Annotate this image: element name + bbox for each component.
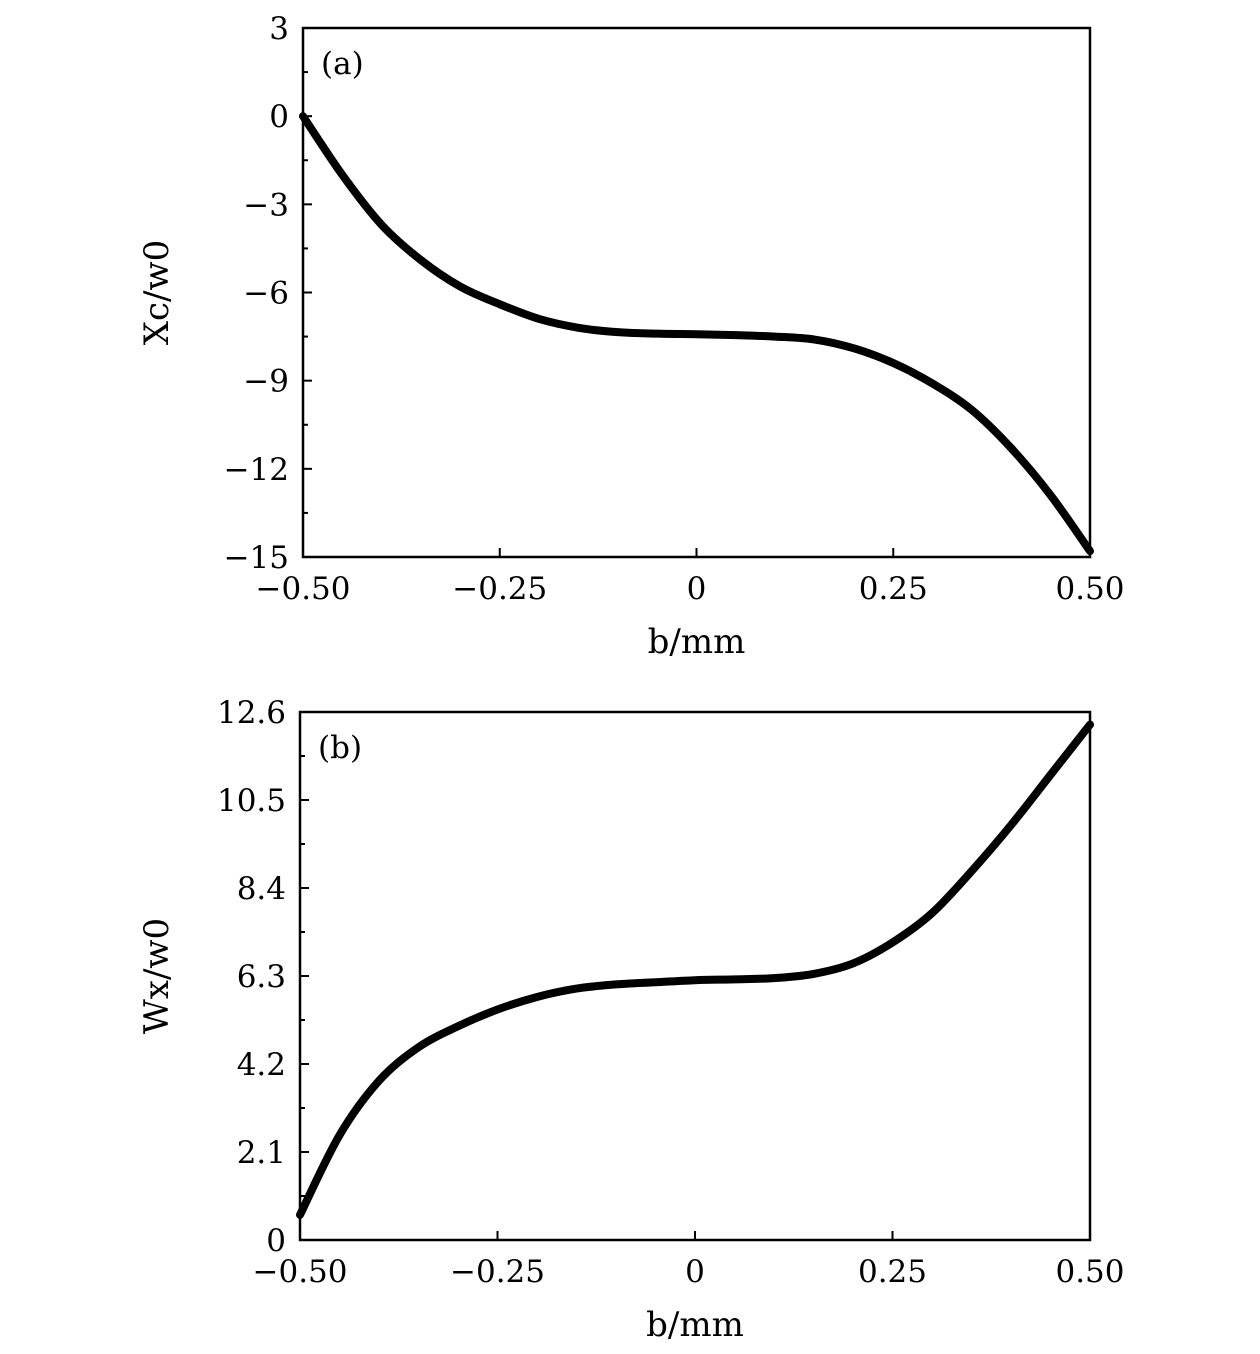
y-tick-label: 0 [266, 1223, 286, 1259]
x-axis-label: b/mm [648, 622, 746, 662]
y-axis-label: Xc/w0 [137, 240, 177, 345]
panel-label: (b) [318, 730, 362, 766]
panel-label: (a) [321, 46, 364, 82]
x-tick-label: −0.25 [450, 1254, 545, 1290]
x-tick-label: 0.50 [1055, 1254, 1124, 1290]
y-tick-label: 12.6 [217, 695, 286, 731]
y-tick-label: −3 [243, 187, 289, 223]
plot-frame [301, 26, 1092, 559]
y-tick-label: 8.4 [237, 871, 286, 907]
data-line [296, 720, 1094, 1219]
y-tick-label: 0 [269, 99, 289, 135]
x-tick-label: −0.50 [253, 1254, 348, 1290]
y-tick-label: −9 [243, 364, 289, 400]
plot-frame [298, 710, 1092, 1242]
y-tick-label: −15 [224, 540, 289, 576]
panel-a: 3 0 −3 −6 −9 −12 −15−0.50 −0.25 0 0.25 0.50 (a) b/mm… [137, 11, 1125, 662]
x-tick-label: 0.50 [1055, 571, 1124, 607]
y-tick-label: 10.5 [217, 783, 286, 819]
x-tick-label: 0 [687, 571, 707, 607]
x-tick-label: 0.25 [859, 571, 928, 607]
y-tick-label: 4.2 [237, 1047, 286, 1083]
x-tick-label: −0.50 [256, 571, 351, 607]
y-tick-label: 6.3 [237, 959, 286, 995]
y-tick-label: −12 [224, 452, 289, 488]
x-tick-label: 0.25 [858, 1254, 927, 1290]
y-axis-label: Wx/w0 [137, 918, 177, 1034]
y-tick-label: 3 [269, 11, 289, 47]
y-tick-label: −6 [243, 276, 289, 312]
panel-b: 12.610.58.46.34.22.10−0.50 −0.25 0 0.25 0.50… [137, 695, 1125, 1345]
data-line [299, 112, 1094, 556]
x-tick-label: 0 [685, 1254, 705, 1290]
x-axis-label: b/mm [646, 1305, 744, 1345]
y-tick-label: 2.1 [237, 1135, 286, 1171]
x-tick-label: −0.25 [452, 571, 547, 607]
